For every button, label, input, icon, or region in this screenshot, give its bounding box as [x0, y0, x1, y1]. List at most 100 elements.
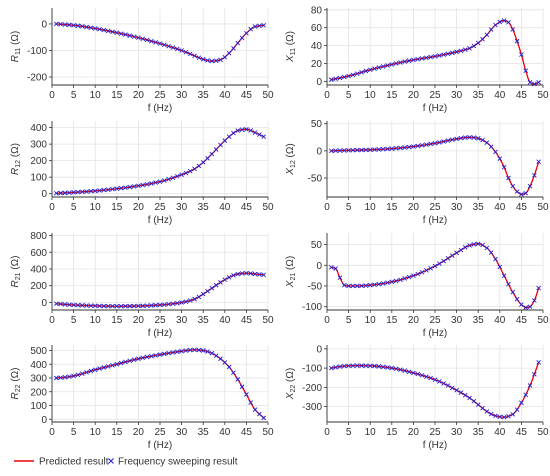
- sweep-marker: [179, 300, 184, 305]
- sweep-marker: [393, 146, 399, 151]
- x-axis-label: f (Hz): [148, 215, 172, 226]
- sweep-marker: [454, 136, 459, 142]
- sweep-marker: [363, 363, 369, 369]
- sweep-marker: [252, 407, 258, 412]
- sweep-marker: [174, 300, 180, 306]
- sweep-marker: [205, 288, 210, 294]
- sweep-marker: [71, 302, 76, 308]
- x-tick-label: 50: [537, 427, 549, 438]
- x-tick-label: 25: [429, 90, 441, 101]
- sweep-marker: [127, 184, 133, 190]
- sweep-marker: [510, 27, 516, 32]
- y-label-unit: (Ω): [10, 143, 21, 160]
- sweep-marker: [101, 365, 107, 370]
- y-label-main: X: [285, 168, 296, 176]
- sweep-marker: [261, 272, 266, 278]
- sweep-marker: [261, 415, 266, 421]
- sweep-marker: [501, 18, 507, 23]
- sweep-marker: [123, 185, 128, 190]
- sweep-marker: [244, 392, 249, 397]
- legend-sweep-label: Frequency sweeping result: [118, 457, 238, 468]
- y-label-unit: (Ω): [10, 368, 21, 385]
- sweep-marker: [222, 277, 228, 283]
- x-tick-label: 20: [408, 315, 420, 326]
- sweep-marker: [514, 189, 520, 194]
- sweep-marker: [196, 163, 202, 169]
- sweep-marker: [346, 283, 351, 289]
- x-tick-label: 35: [473, 427, 485, 438]
- sweep-marker: [218, 356, 223, 362]
- y-tick-label: 600: [30, 248, 47, 259]
- sweep-marker: [140, 355, 146, 361]
- x-tick-label: 5: [71, 315, 77, 326]
- sweep-marker: [428, 375, 433, 381]
- x-tick-label: 30: [451, 90, 463, 101]
- sweep-marker: [58, 301, 63, 307]
- x-tick-label: 20: [133, 315, 145, 326]
- sweep-marker: [497, 19, 503, 25]
- sweep-marker: [239, 384, 245, 390]
- sweep-marker: [419, 56, 425, 61]
- y-tick-label: -100: [302, 302, 322, 313]
- x-axis-label: f (Hz): [423, 103, 447, 114]
- sweep-marker: [385, 365, 390, 370]
- x-tick-label: 40: [494, 202, 506, 213]
- y-tick-label: 100: [30, 173, 47, 184]
- sweep-marker: [187, 298, 193, 303]
- y-label-subscript: 11: [15, 48, 22, 55]
- y-tick-label: 0: [316, 261, 322, 272]
- y-label-unit: (Ω): [10, 256, 21, 273]
- sweep-marker: [114, 186, 120, 192]
- sweep-marker: [346, 73, 351, 79]
- sweep-marker: [532, 81, 537, 87]
- sweep-marker: [127, 358, 133, 364]
- x-tick-label: 50: [262, 427, 274, 438]
- sweep-marker: [441, 139, 446, 144]
- y-label-subscript: 12: [290, 160, 297, 168]
- sweep-marker: [244, 270, 249, 276]
- x-tick-label: 35: [198, 427, 210, 438]
- sweep-marker: [170, 175, 176, 181]
- sweep-marker: [415, 56, 421, 62]
- y-tick-label: 100: [30, 401, 47, 412]
- sweep-marker: [257, 411, 262, 417]
- sweep-marker: [467, 134, 472, 140]
- sweep-marker: [424, 55, 429, 61]
- y-label-subscript: 21: [290, 273, 297, 281]
- sweep-marker: [62, 22, 68, 27]
- y-axis-label: X11 (Ω): [285, 31, 297, 63]
- y-tick-label: 50: [311, 119, 323, 130]
- sweep-marker: [363, 147, 369, 153]
- sweep-marker: [213, 353, 219, 358]
- sweep-marker: [475, 40, 481, 46]
- sweep-marker: [471, 241, 477, 247]
- y-tick-label: -300: [302, 402, 322, 413]
- sweep-marker: [213, 282, 219, 288]
- x-tick-label: 10: [365, 202, 377, 213]
- sweep-marker: [84, 24, 89, 30]
- sweep-marker: [153, 40, 158, 45]
- sweep-marker: [359, 363, 364, 368]
- y-label-unit: (Ω): [285, 368, 296, 385]
- sweep-marker: [527, 383, 533, 388]
- sweep-marker: [329, 265, 334, 270]
- y-tick-label: 200: [30, 387, 47, 398]
- sweep-marker: [205, 58, 210, 63]
- sweep-marker: [110, 186, 115, 192]
- sweep-marker: [231, 130, 236, 136]
- sweep-marker: [454, 387, 459, 393]
- x-tick-label: 35: [473, 315, 485, 326]
- y-tick-label: -200: [27, 73, 47, 84]
- sweep-marker: [239, 271, 245, 276]
- y-axis-label: R11 (Ω): [10, 31, 22, 62]
- x-tick-label: 5: [71, 90, 77, 101]
- sweep-marker: [209, 58, 215, 64]
- sweep-marker: [157, 41, 163, 46]
- x-tick-label: 5: [346, 90, 352, 101]
- x-tick-label: 20: [408, 90, 420, 101]
- sweep-marker: [350, 72, 356, 78]
- sweep-marker: [239, 35, 245, 41]
- y-label-unit: (Ω): [285, 256, 296, 273]
- sweep-marker: [149, 353, 154, 359]
- x-tick-label: 45: [241, 427, 253, 438]
